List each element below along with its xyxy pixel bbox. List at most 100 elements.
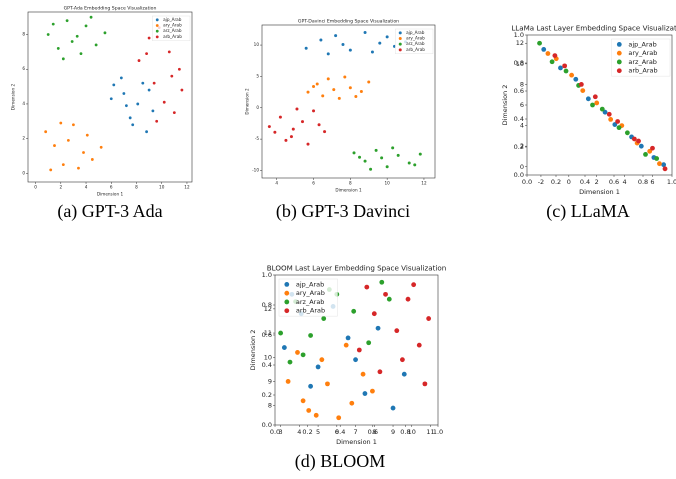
- point: [366, 340, 372, 346]
- y2-tick-label: 1.0: [514, 31, 524, 39]
- x-tick-label: 8: [372, 428, 376, 436]
- point: [321, 94, 325, 98]
- point: [360, 371, 366, 377]
- point: [319, 38, 323, 42]
- legend-marker: [398, 37, 402, 41]
- legend-marker: [155, 24, 159, 27]
- point: [145, 130, 148, 134]
- legend-label: arz_Arab: [296, 298, 325, 306]
- point: [643, 152, 648, 157]
- point: [273, 130, 277, 134]
- y-tick-label: 12: [264, 305, 272, 313]
- x-tick-label: 6: [335, 428, 339, 436]
- point: [573, 76, 579, 82]
- point: [147, 88, 151, 92]
- point: [151, 109, 155, 113]
- legend-label: arb_Arab: [406, 47, 425, 52]
- y-tick-label: 4: [22, 101, 25, 106]
- point: [295, 350, 300, 355]
- point: [354, 94, 358, 98]
- point: [306, 142, 310, 146]
- point: [602, 109, 608, 115]
- x-tick-label: 6: [650, 178, 654, 186]
- point: [585, 96, 591, 102]
- legend-label: ajp_Arab: [406, 30, 425, 35]
- point: [141, 81, 145, 85]
- point: [46, 33, 50, 36]
- point: [563, 68, 569, 74]
- point: [300, 352, 306, 358]
- legend-label: ajp_Arab: [296, 280, 324, 288]
- point: [558, 65, 563, 71]
- point: [599, 106, 605, 112]
- y-tick-label: 8: [22, 32, 25, 37]
- point: [647, 148, 653, 154]
- legend-label: ajp_Arab: [163, 17, 182, 22]
- point: [606, 111, 612, 117]
- point: [418, 152, 422, 156]
- y2-tick-label: 0.8: [262, 301, 272, 309]
- point: [654, 156, 660, 161]
- y-tick-label: 6: [22, 66, 25, 71]
- point: [594, 100, 600, 106]
- point: [624, 130, 630, 136]
- point: [356, 347, 362, 353]
- point: [332, 88, 336, 92]
- x-tick-label: 12: [184, 184, 190, 189]
- point: [304, 46, 308, 50]
- legend-marker: [284, 281, 290, 287]
- point: [66, 138, 70, 142]
- y-tick-label: 8: [268, 402, 272, 410]
- point: [44, 130, 48, 134]
- chart-title: BLOOM Last Layer Embedding Space Visuali…: [267, 264, 447, 273]
- point: [145, 52, 148, 56]
- point: [351, 308, 357, 314]
- point: [75, 34, 79, 38]
- point: [616, 125, 622, 131]
- x2-tick-label: 0.6: [368, 428, 378, 436]
- point: [358, 155, 362, 159]
- x-axis-label: Dimension 1: [335, 187, 362, 192]
- y2-tick-label: 0.2: [262, 391, 272, 399]
- legend-marker: [616, 41, 622, 47]
- point: [77, 166, 80, 170]
- legend-label: ary_Arab: [406, 36, 425, 41]
- point: [545, 51, 551, 56]
- point: [137, 59, 141, 62]
- point: [325, 381, 330, 387]
- point: [82, 151, 85, 154]
- caption: (b) GPT-3 Davinci: [276, 201, 410, 222]
- x-tick-label: 0: [567, 178, 571, 186]
- x-tick-label: 4: [623, 178, 627, 186]
- point: [612, 122, 618, 127]
- x2-tick-label: 1.0: [667, 178, 676, 186]
- point: [405, 296, 411, 302]
- point: [49, 168, 53, 172]
- x-axis-label: Dimension 1: [336, 438, 377, 446]
- point: [326, 77, 330, 81]
- point: [369, 167, 373, 171]
- point: [122, 92, 126, 95]
- point: [300, 398, 306, 404]
- point: [319, 357, 325, 363]
- y-tick-label: 11: [264, 329, 272, 337]
- point: [352, 151, 356, 155]
- y-tick-label: 2: [22, 136, 25, 141]
- point: [312, 109, 316, 113]
- point: [152, 81, 156, 85]
- point: [401, 371, 407, 377]
- legend-marker: [284, 308, 290, 314]
- point: [396, 153, 400, 157]
- point: [315, 82, 319, 86]
- point: [378, 41, 382, 45]
- point: [308, 333, 313, 338]
- point: [394, 328, 400, 334]
- point: [657, 161, 662, 167]
- point: [590, 102, 595, 108]
- y2-tick-label: 0.0: [262, 421, 272, 429]
- x-tick-label: 6: [110, 184, 113, 189]
- point: [289, 135, 293, 139]
- point: [313, 412, 319, 418]
- point: [336, 415, 342, 421]
